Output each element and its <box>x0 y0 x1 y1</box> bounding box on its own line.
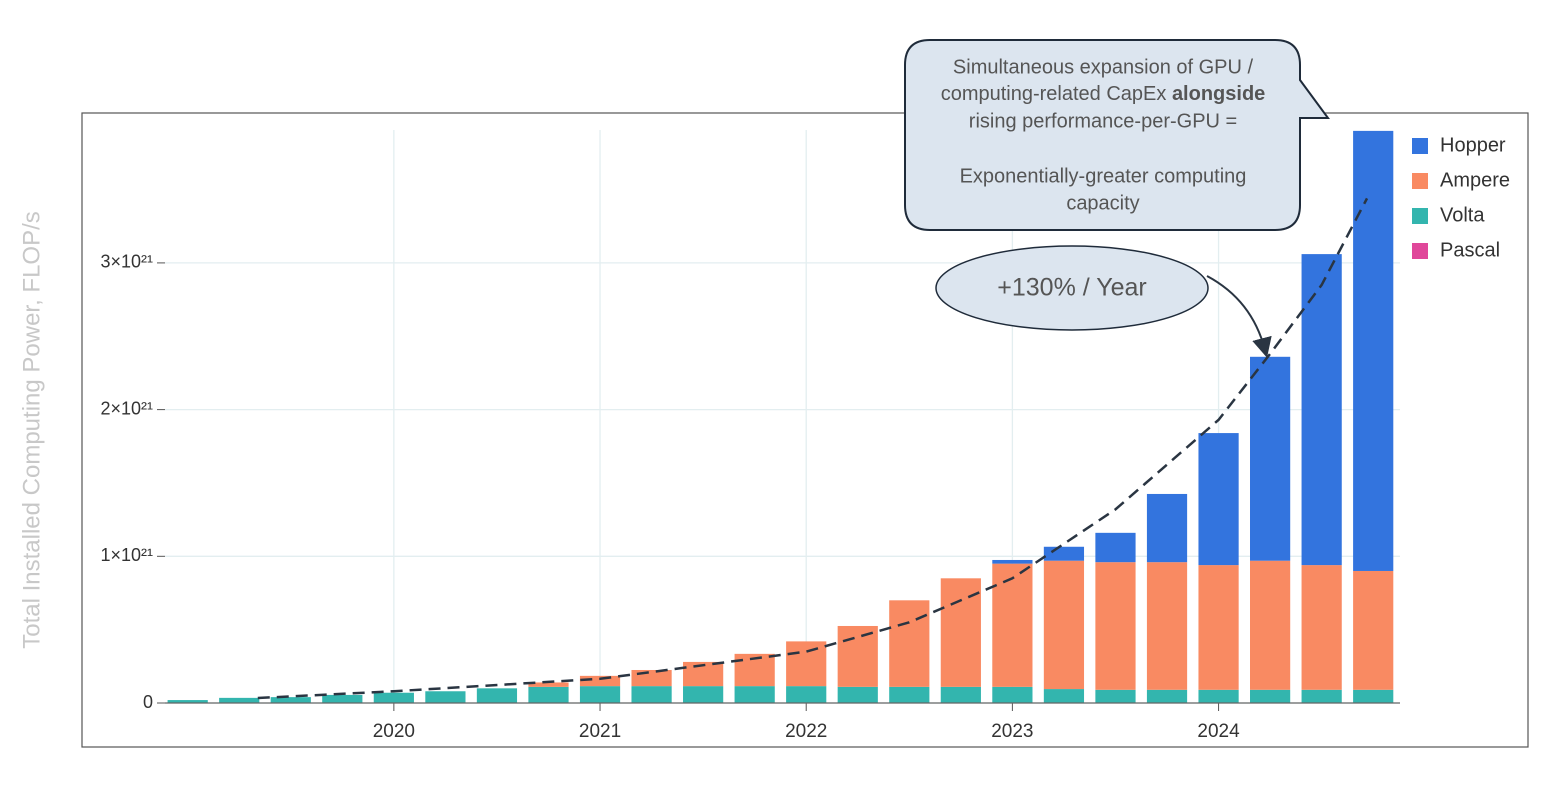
bar-segment <box>786 641 827 687</box>
callout-line: computing-related CapEx alongside <box>941 83 1266 105</box>
bar-segment <box>1250 560 1291 690</box>
callout-text: computing-related CapEx <box>941 83 1172 105</box>
callout-line: capacity <box>1066 192 1139 214</box>
callout-box <box>904 39 1330 231</box>
bar-segment <box>1301 565 1342 690</box>
bar-segment <box>734 686 775 703</box>
bar-segment <box>579 675 621 687</box>
bar-segment <box>631 669 672 687</box>
bar-segment <box>992 563 1033 687</box>
bar-segment <box>1146 562 1188 690</box>
bar-segment <box>1043 560 1085 690</box>
legend-label: Pascal <box>1440 239 1500 261</box>
bar-segment <box>683 686 724 703</box>
y-tick-label: 0 <box>143 692 153 712</box>
bar-segment <box>889 600 930 687</box>
bar-segment <box>1301 254 1342 566</box>
legend-swatch <box>1412 208 1428 224</box>
bar-segment <box>1250 356 1291 561</box>
bar-segment <box>528 682 569 687</box>
y-tick-label: 1×10²¹ <box>100 545 153 565</box>
bar-segment <box>837 625 878 687</box>
bar-segment <box>992 559 1033 564</box>
growth-label: +130% / Year <box>997 274 1146 302</box>
trend-line <box>257 197 1369 700</box>
plot-area: 0 1×10²¹ 2×10²¹ 3×10²¹ 2020 2021 2022 2023 2024 <box>100 130 1400 742</box>
bar-segment <box>425 691 466 703</box>
bar-segment <box>1198 433 1239 566</box>
bar-segment <box>992 686 1033 703</box>
y-tick-label: 3×10²¹ <box>100 252 153 272</box>
bar-segment <box>1301 689 1342 703</box>
bar-segment <box>940 578 981 687</box>
bar-segment <box>476 688 518 703</box>
bar-segment <box>1095 689 1136 703</box>
growth-bubble <box>935 245 1209 331</box>
bar-segment <box>1198 689 1239 703</box>
bar-segment <box>373 692 414 703</box>
bar-segment <box>786 686 827 703</box>
bar-segment <box>219 697 260 703</box>
bar-segment <box>837 686 878 703</box>
legend-swatch <box>1412 138 1428 154</box>
bar-segment <box>1146 493 1188 563</box>
callout-line: Simultaneous expansion of GPU / <box>953 56 1254 78</box>
bar-segment <box>322 694 363 703</box>
bar-segment <box>1198 565 1239 690</box>
legend-label: Volta <box>1440 204 1485 226</box>
callout-line: Exponentially-greater computing <box>960 165 1247 187</box>
x-tick-label: 2020 <box>373 721 415 742</box>
callout-line: rising performance-per-GPU = <box>969 110 1237 132</box>
bar-segment <box>270 697 311 703</box>
bar-segment <box>167 700 208 703</box>
bar-segment <box>631 686 672 703</box>
arrow <box>1206 275 1272 358</box>
bar-segment <box>1250 689 1291 703</box>
x-tick-label: 2024 <box>1197 721 1240 742</box>
legend-label: Hopper <box>1440 134 1506 156</box>
legend-swatch <box>1412 243 1428 259</box>
bar-segment <box>1095 532 1136 563</box>
x-tick-label: 2021 <box>579 721 621 742</box>
y-tick-label: 2×10²¹ <box>100 398 153 418</box>
bar-segment <box>889 686 930 703</box>
x-tick-label: 2023 <box>991 721 1033 742</box>
bar-segment <box>940 686 981 703</box>
bar-segment <box>579 686 621 703</box>
callout: Simultaneous expansion of GPU / computin… <box>904 39 1330 231</box>
bar-segment <box>1353 130 1394 571</box>
y-axis-label: Total Installed Computing Power, FLOP/s <box>18 211 45 649</box>
bar-segment <box>1043 546 1085 561</box>
bar-segment <box>528 686 569 703</box>
bar-segment <box>1146 689 1188 703</box>
bar-segment <box>1353 570 1394 690</box>
legend-label: Ampere <box>1440 169 1510 191</box>
bar-segment <box>1043 689 1085 703</box>
callout-bold: alongside <box>1172 83 1265 105</box>
legend-swatch <box>1412 173 1428 189</box>
x-tick-label: 2022 <box>785 721 827 742</box>
bar-segment <box>1353 689 1394 703</box>
bar-segment <box>1095 562 1136 690</box>
